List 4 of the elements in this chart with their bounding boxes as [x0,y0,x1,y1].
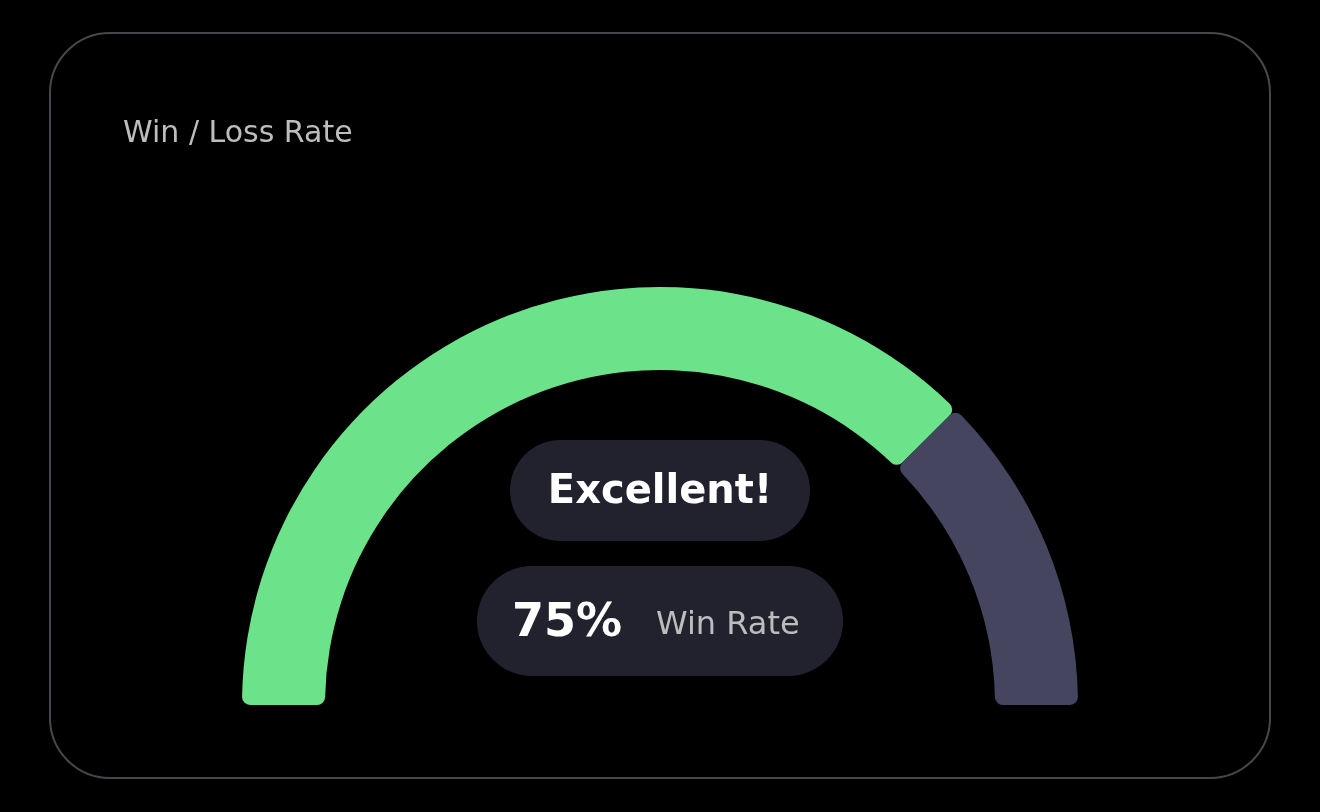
chart-title: Win / Loss Rate [123,114,353,149]
slice-label: Win Rate [656,604,800,642]
text: Excellent! [547,466,773,512]
data-label: 75% [512,593,623,647]
